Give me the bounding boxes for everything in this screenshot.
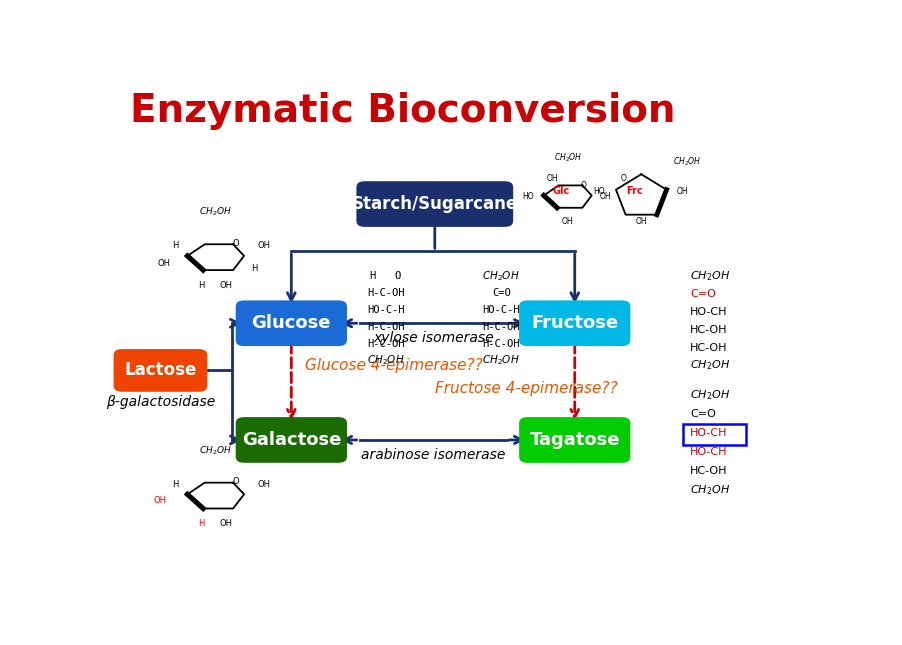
Text: H: H bbox=[198, 519, 205, 528]
Text: OH: OH bbox=[257, 241, 271, 250]
Text: HO-CH: HO-CH bbox=[689, 428, 727, 438]
Text: H   O: H O bbox=[370, 271, 401, 281]
Text: H: H bbox=[198, 281, 205, 290]
Text: O: O bbox=[232, 239, 238, 248]
Text: H: H bbox=[171, 241, 179, 250]
Text: Enzymatic Bioconversion: Enzymatic Bioconversion bbox=[130, 92, 675, 130]
Text: HC-OH: HC-OH bbox=[689, 342, 727, 353]
Text: OH: OH bbox=[546, 174, 557, 183]
FancyBboxPatch shape bbox=[114, 349, 207, 392]
Text: Tagatose: Tagatose bbox=[529, 431, 620, 449]
Text: H: H bbox=[251, 264, 257, 273]
Text: O: O bbox=[232, 477, 238, 486]
Text: C=O: C=O bbox=[492, 288, 511, 298]
Text: Glucose 4-epimerase??: Glucose 4-epimerase?? bbox=[305, 358, 483, 373]
Text: OH: OH bbox=[599, 192, 610, 201]
Text: Starch/Sugarcane: Starch/Sugarcane bbox=[351, 195, 518, 213]
Text: Fructose 4-epimerase??: Fructose 4-epimerase?? bbox=[435, 381, 617, 396]
Polygon shape bbox=[615, 174, 666, 215]
Text: $CH_2OH$: $CH_2OH$ bbox=[366, 353, 404, 368]
Text: $CH_2OH$: $CH_2OH$ bbox=[553, 152, 581, 164]
Text: O: O bbox=[580, 181, 585, 190]
Text: O: O bbox=[620, 174, 626, 183]
Text: OH: OH bbox=[676, 187, 687, 196]
Text: H-C-OH: H-C-OH bbox=[482, 339, 520, 348]
Text: HO-C-H: HO-C-H bbox=[366, 305, 404, 315]
Text: H-C-OH: H-C-OH bbox=[366, 288, 404, 298]
Text: $CH_2OH$: $CH_2OH$ bbox=[199, 206, 232, 219]
Text: $CH_2OH$: $CH_2OH$ bbox=[482, 269, 520, 283]
Text: OH: OH bbox=[153, 496, 167, 505]
Polygon shape bbox=[188, 482, 244, 508]
Text: OH: OH bbox=[635, 217, 647, 226]
Text: Frc: Frc bbox=[625, 186, 642, 196]
FancyBboxPatch shape bbox=[356, 181, 512, 227]
FancyBboxPatch shape bbox=[519, 417, 630, 463]
FancyBboxPatch shape bbox=[519, 301, 630, 346]
Text: H-C-OH: H-C-OH bbox=[482, 322, 520, 332]
Text: HO-C-H: HO-C-H bbox=[482, 305, 520, 315]
Text: HO-CH: HO-CH bbox=[689, 307, 727, 317]
Polygon shape bbox=[543, 185, 591, 208]
Text: OH: OH bbox=[219, 519, 233, 528]
Text: HO-CH: HO-CH bbox=[689, 447, 727, 457]
Text: $CH_2OH$: $CH_2OH$ bbox=[689, 269, 730, 283]
Text: H-C-OH: H-C-OH bbox=[366, 322, 404, 332]
Text: $CH_2OH$: $CH_2OH$ bbox=[672, 155, 700, 168]
Text: HO: HO bbox=[522, 192, 534, 201]
Text: Lactose: Lactose bbox=[124, 361, 197, 379]
Text: HO: HO bbox=[593, 187, 604, 196]
Text: arabinose isomerase: arabinose isomerase bbox=[361, 448, 505, 462]
Text: $CH_2OH$: $CH_2OH$ bbox=[689, 482, 730, 497]
Text: Galactose: Galactose bbox=[242, 431, 341, 449]
Text: C=O: C=O bbox=[689, 409, 715, 419]
FancyBboxPatch shape bbox=[235, 301, 346, 346]
Text: Fructose: Fructose bbox=[530, 314, 618, 332]
Text: $CH_2OH$: $CH_2OH$ bbox=[482, 353, 520, 368]
Text: $CH_2OH$: $CH_2OH$ bbox=[689, 388, 730, 402]
FancyBboxPatch shape bbox=[235, 417, 346, 463]
Text: HC-OH: HC-OH bbox=[689, 324, 727, 335]
Text: OH: OH bbox=[219, 281, 233, 290]
Text: $CH_2OH$: $CH_2OH$ bbox=[199, 444, 232, 457]
Text: OH: OH bbox=[157, 259, 170, 268]
Text: Glc: Glc bbox=[551, 186, 569, 196]
Text: β-galactosidase: β-galactosidase bbox=[106, 395, 215, 409]
Text: Glucose: Glucose bbox=[252, 314, 331, 332]
Text: H: H bbox=[171, 480, 179, 489]
Text: OH: OH bbox=[257, 480, 271, 489]
Text: H-C-OH: H-C-OH bbox=[366, 339, 404, 348]
Polygon shape bbox=[188, 244, 244, 270]
Text: C=O: C=O bbox=[689, 289, 715, 299]
Text: HC-OH: HC-OH bbox=[689, 466, 727, 476]
Text: xylose isomerase: xylose isomerase bbox=[373, 331, 493, 344]
Text: $CH_2OH$: $CH_2OH$ bbox=[689, 359, 730, 372]
Text: OH: OH bbox=[561, 217, 573, 226]
